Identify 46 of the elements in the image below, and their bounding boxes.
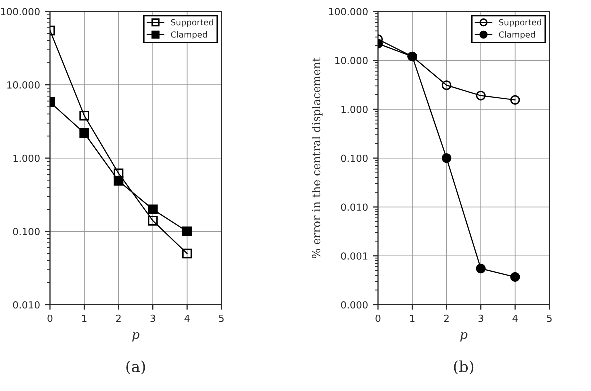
y-tick-label: 10.000 [8, 82, 40, 89]
x-tick-label: 2 [444, 314, 449, 322]
x-tick-label: 3 [150, 314, 156, 322]
y-tick-label: 0.100 [13, 228, 40, 236]
y-axis-title: % error in the central displacement [312, 58, 323, 258]
y-tick-label: 0.010 [13, 301, 40, 309]
x-tick-label: 3 [478, 314, 484, 322]
text: (b) [454, 360, 474, 375]
point [510, 95, 520, 106]
legend-label: Clamped [171, 31, 208, 40]
point [476, 90, 486, 101]
point [182, 248, 192, 259]
y-tick-label: 0.010 [341, 204, 368, 212]
x-axis-title: p [460, 332, 468, 342]
x-tick-label: 5 [219, 315, 224, 322]
x-tick-label: 1 [82, 315, 87, 322]
x-tick-label: 2 [116, 314, 121, 322]
point [476, 264, 486, 274]
point [114, 168, 124, 178]
x-tick-label: 0 [376, 314, 381, 322]
y-tick-label: 1.000 [342, 106, 368, 114]
point [80, 128, 90, 138]
point [182, 226, 192, 237]
point [80, 110, 90, 121]
x-tick-label: 5 [547, 315, 552, 322]
x-tick-label: 4 [184, 315, 190, 322]
x-tick-label: 4 [512, 315, 518, 322]
point [442, 80, 452, 90]
legend-label: Supported [171, 19, 214, 28]
y-tick-label: 100.000 [1, 8, 40, 16]
y-tick-label: 10.000 [336, 57, 368, 64]
x-tick-label: 1 [410, 315, 415, 322]
point [510, 272, 520, 282]
legend-label: Clamped [499, 31, 536, 40]
x-tick-label: 0 [48, 314, 53, 322]
y-tick-label: 1.000 [14, 154, 40, 162]
text: (a) [126, 360, 146, 375]
y-tick-label: 100.000 [329, 8, 368, 16]
point [148, 204, 158, 214]
point [148, 216, 158, 226]
x-axis-title: p [132, 332, 140, 342]
y-tick-label: 0.000 [341, 301, 368, 309]
y-tick-label: 0.001 [341, 252, 368, 260]
legend-label: Supported [499, 19, 542, 28]
y-tick-label: 0.100 [341, 154, 368, 162]
point [442, 153, 452, 164]
